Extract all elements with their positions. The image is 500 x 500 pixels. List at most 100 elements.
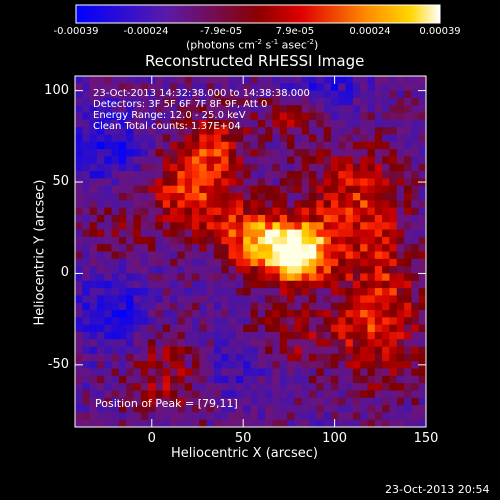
heatmap-cell	[396, 76, 405, 84]
heatmap-cell	[257, 317, 266, 326]
heatmap-cell	[257, 193, 266, 201]
heatmap-cell	[155, 397, 164, 406]
heatmap-cell	[148, 368, 157, 377]
heatmap-cell	[352, 324, 361, 333]
heatmap-cell	[162, 383, 171, 392]
heatmap-cell	[294, 331, 303, 340]
heatmap-cell	[235, 90, 244, 99]
heatmap-cell	[250, 163, 259, 172]
heatmap-cell	[374, 83, 383, 92]
chart-title: Reconstructed RHESSI Image	[145, 52, 365, 70]
heatmap-cell	[96, 295, 105, 304]
heatmap-cell	[323, 317, 332, 326]
heatmap-cell	[382, 178, 391, 187]
heatmap-cell	[374, 112, 383, 121]
heatmap-cell	[133, 156, 142, 165]
heatmap-cell	[287, 310, 295, 318]
heatmap-cell	[82, 331, 91, 340]
heatmap-cell	[75, 280, 83, 289]
heatmap-cell	[170, 112, 178, 121]
heatmap-cell	[155, 405, 164, 413]
heatmap-cell	[396, 244, 405, 253]
heatmap-cell	[199, 105, 208, 114]
heatmap-cell	[374, 324, 383, 333]
heatmap-cell	[257, 288, 266, 296]
heatmap-cell	[265, 156, 274, 165]
heatmap-cell	[360, 266, 369, 275]
heatmap-cell	[82, 419, 91, 428]
heatmap-cell	[206, 83, 215, 92]
heatmap-cell	[323, 105, 332, 114]
heatmap-cell	[228, 76, 237, 84]
heatmap-cell	[192, 412, 200, 421]
heatmap-cell	[148, 361, 157, 370]
heatmap-cell	[418, 119, 427, 128]
heatmap-cell	[192, 119, 200, 128]
heatmap-cell	[126, 295, 135, 304]
heatmap-cell	[411, 127, 420, 136]
heatmap-cell	[82, 302, 91, 311]
heatmap-cell	[126, 302, 135, 311]
heatmap-cell	[338, 163, 347, 172]
heatmap-cell	[316, 200, 325, 209]
heatmap-cell	[316, 390, 325, 399]
heatmap-cell	[272, 105, 281, 114]
heatmap-cell	[250, 251, 259, 260]
heatmap-cell	[96, 331, 105, 340]
heatmap-cell	[374, 375, 383, 384]
heatmap-cell	[338, 171, 347, 179]
heatmap-cell	[418, 375, 427, 384]
heatmap-cell	[235, 134, 244, 143]
heatmap-cell	[345, 310, 354, 318]
heatmap-cell	[148, 390, 157, 399]
heatmap-cell	[330, 405, 339, 413]
heatmap-cell	[155, 97, 164, 106]
heatmap-cell	[309, 171, 317, 179]
heatmap-cell	[396, 141, 405, 150]
heatmap-cell	[257, 185, 266, 194]
heatmap-cell	[301, 368, 310, 377]
heatmap-cell	[257, 390, 266, 399]
heatmap-cell	[221, 244, 230, 253]
heatmap-cell	[389, 317, 398, 326]
heatmap-cell	[89, 90, 98, 99]
heatmap-cell	[104, 200, 113, 209]
heatmap-cell	[316, 193, 325, 201]
heatmap-cell	[96, 163, 105, 172]
heatmap-cell	[192, 368, 200, 377]
heatmap-cell	[89, 383, 98, 392]
heatmap-cell	[345, 178, 354, 187]
heatmap-cell	[89, 149, 98, 158]
heatmap-cell	[213, 222, 222, 231]
heatmap-cell	[75, 76, 83, 84]
heatmap-cell	[221, 266, 230, 275]
heatmap-cell	[257, 200, 266, 209]
heatmap-cell	[301, 76, 310, 84]
heatmap-cell	[309, 90, 317, 99]
heatmap-cell	[404, 368, 412, 377]
heatmap-cell	[126, 273, 135, 282]
heatmap-cell	[184, 324, 193, 333]
heatmap-cell	[250, 222, 259, 231]
heatmap-cell	[235, 368, 244, 377]
heatmap-cell	[396, 346, 405, 355]
heatmap-cell	[177, 156, 186, 165]
heatmap-cell	[301, 383, 310, 392]
heatmap-cell	[330, 368, 339, 377]
heatmap-cell	[352, 390, 361, 399]
heatmap-cell	[389, 171, 398, 179]
heatmap-cell	[418, 288, 427, 296]
heatmap-cell	[330, 412, 339, 421]
heatmap-cell	[301, 419, 310, 428]
heatmap-cell	[235, 119, 244, 128]
heatmap-cell	[192, 185, 200, 194]
heatmap-cell	[243, 310, 252, 318]
heatmap-cell	[118, 171, 127, 179]
heatmap-cell	[192, 236, 200, 245]
heatmap-cell	[82, 273, 91, 282]
heatmap-cell	[257, 419, 266, 428]
heatmap-cell	[257, 207, 266, 216]
heatmap-cell	[352, 317, 361, 326]
heatmap-cell	[257, 310, 266, 318]
heatmap-cell	[221, 412, 230, 421]
